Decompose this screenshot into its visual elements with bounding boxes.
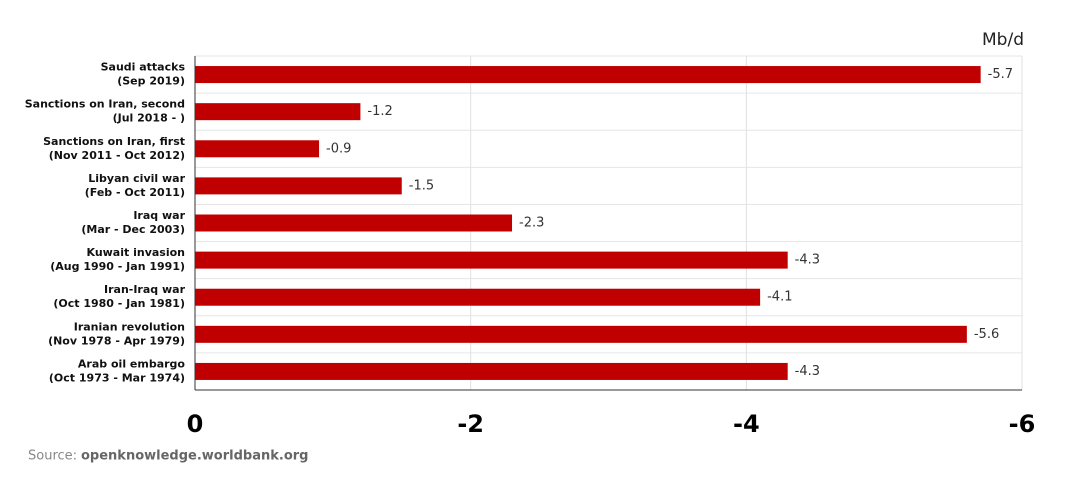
value-label: -4.1: [767, 290, 792, 305]
x-tick-label: -2: [457, 410, 484, 438]
bar: [195, 325, 967, 343]
value-label: -1.2: [367, 104, 392, 119]
x-tick-label: -6: [1009, 410, 1036, 438]
y-tick-label: (Jul 2018 - ): [113, 112, 185, 125]
unit-label: Mb/d: [982, 30, 1024, 50]
y-tick-label: Arab oil embargo: [78, 357, 186, 370]
y-tick-label: (Oct 1973 - Mar 1974): [49, 371, 185, 384]
bar: [195, 214, 513, 232]
y-tick-label: (Nov 1978 - Apr 1979): [48, 334, 185, 347]
y-tick-label: (Oct 1980 - Jan 1981): [53, 297, 185, 310]
bar: [195, 103, 361, 121]
bar: [195, 177, 402, 195]
y-tick-label: (Nov 2011 - Oct 2012): [49, 149, 185, 162]
y-tick-label: (Sep 2019): [117, 75, 185, 88]
y-tick-label: Iranian revolution: [74, 320, 185, 333]
y-tick-label: (Feb - Oct 2011): [85, 186, 185, 199]
bar: [195, 288, 761, 306]
y-tick-label: (Aug 1990 - Jan 1991): [50, 260, 185, 273]
value-label: -2.3: [519, 216, 544, 231]
bar: [195, 251, 788, 269]
bar: [195, 140, 320, 158]
value-label: -5.6: [974, 327, 999, 342]
y-tick-label: Sanctions on Iran, first: [43, 135, 185, 148]
x-tick-label: 0: [187, 410, 204, 438]
bar: [195, 362, 788, 380]
y-tick-label: Iran-Iraq war: [104, 283, 186, 296]
value-label: -5.7: [988, 67, 1013, 82]
value-label: -1.5: [409, 178, 434, 193]
value-label: -4.3: [795, 364, 820, 379]
bar: [195, 66, 981, 84]
y-tick-label: Libyan civil war: [88, 172, 185, 185]
y-tick-label: Iraq war: [133, 209, 185, 222]
x-tick-label: -4: [733, 410, 760, 438]
value-label: -4.3: [795, 253, 820, 268]
y-tick-label: (Mar - Dec 2003): [81, 223, 185, 236]
y-tick-label: Kuwait invasion: [86, 246, 185, 259]
value-label: -0.9: [326, 141, 351, 156]
source: openknowledge.worldbank.org: [81, 449, 308, 464]
y-tick-label: Sanctions on Iran, second: [25, 98, 185, 111]
source-label: Source:: [28, 449, 77, 464]
y-tick-label: Saudi attacks: [101, 61, 186, 74]
